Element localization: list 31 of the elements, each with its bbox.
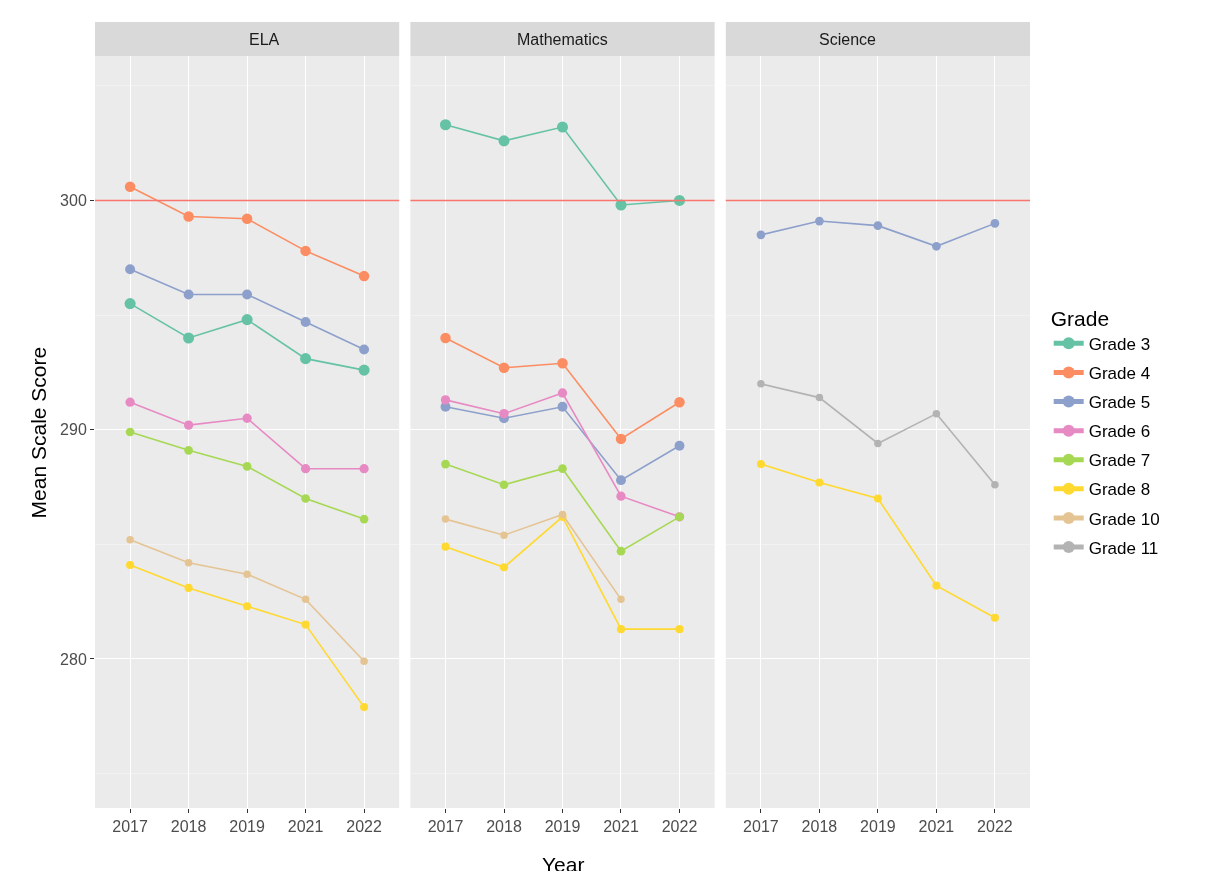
legend-label: Grade 11 bbox=[1088, 538, 1159, 558]
legend-label: Grade 5 bbox=[1088, 393, 1151, 413]
legend-title: Grade bbox=[1050, 306, 1110, 330]
y-tick-label: 280 bbox=[60, 650, 87, 668]
chart-title: ELA bbox=[249, 31, 280, 48]
x-tick-label: 2022 bbox=[346, 818, 382, 836]
y-tick-label: 290 bbox=[60, 421, 87, 439]
x-tick-label: 2019 bbox=[229, 818, 265, 836]
x-tick-label: 2019 bbox=[860, 818, 896, 836]
x-tick-label: 2021 bbox=[287, 818, 324, 836]
x-tick-label: 2021 bbox=[603, 818, 639, 836]
legend-label: Grade 8 bbox=[1088, 480, 1151, 500]
legend-label: Grade 7 bbox=[1088, 451, 1151, 471]
y-tick-label: 300 bbox=[60, 192, 87, 210]
x-tick-label: 2022 bbox=[977, 818, 1013, 836]
legend-label: Grade 4 bbox=[1088, 364, 1151, 384]
legend-label: Grade 6 bbox=[1088, 422, 1151, 442]
chart-title: Mathematics bbox=[517, 31, 608, 48]
legend-label: Grade 10 bbox=[1088, 509, 1160, 529]
x-tick-label: 2017 bbox=[743, 818, 779, 836]
x-tick-label: 2017 bbox=[427, 818, 464, 836]
legend-label: Grade 3 bbox=[1088, 334, 1151, 354]
x-tick-label: 2019 bbox=[544, 818, 581, 836]
x-tick-label: 2018 bbox=[170, 818, 207, 836]
x-tick-label: 2022 bbox=[661, 818, 698, 836]
x-tick-label: 2018 bbox=[486, 818, 522, 836]
y-axis-title: Mean Scale Score bbox=[27, 346, 51, 519]
chart-title: Science bbox=[819, 31, 877, 48]
x-tick-label: 2017 bbox=[112, 818, 148, 836]
x-tick-label: 2021 bbox=[918, 818, 955, 836]
x-tick-label: 2018 bbox=[801, 818, 838, 836]
